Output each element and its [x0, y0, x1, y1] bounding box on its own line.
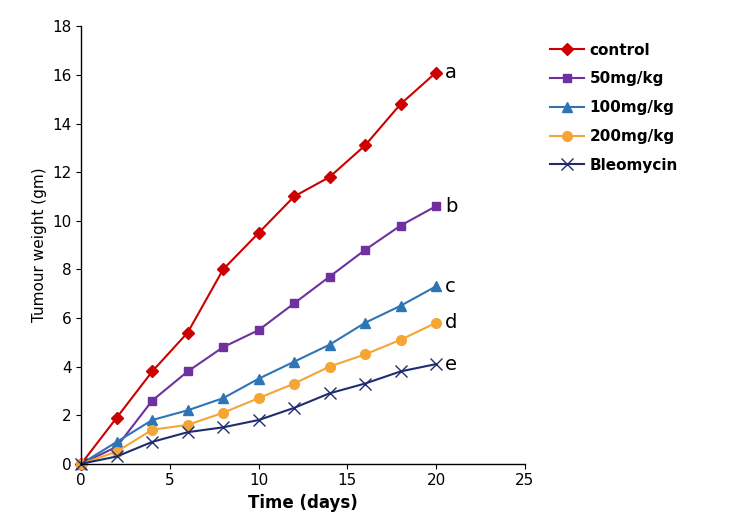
100mg/kg	[77, 461, 86, 467]
100mg/kg	[325, 341, 334, 348]
control	[77, 461, 86, 467]
control	[219, 266, 228, 272]
100mg/kg	[112, 438, 121, 445]
100mg/kg	[396, 302, 405, 309]
Legend: control, 50mg/kg, 100mg/kg, 200mg/kg, Bleomycin: control, 50mg/kg, 100mg/kg, 200mg/kg, Bl…	[550, 43, 678, 173]
Bleomycin	[77, 461, 86, 467]
100mg/kg	[219, 395, 228, 402]
200mg/kg	[361, 352, 370, 358]
100mg/kg	[254, 376, 263, 382]
Bleomycin	[148, 438, 157, 445]
200mg/kg	[254, 395, 263, 402]
50mg/kg	[396, 222, 405, 229]
200mg/kg	[325, 364, 334, 370]
50mg/kg	[148, 397, 157, 404]
control	[112, 414, 121, 421]
control	[290, 193, 299, 200]
control	[148, 368, 157, 375]
50mg/kg	[325, 274, 334, 280]
control	[325, 174, 334, 180]
Bleomycin	[396, 368, 405, 375]
Text: b: b	[445, 197, 457, 216]
50mg/kg	[112, 444, 121, 450]
Line: control: control	[77, 69, 440, 468]
200mg/kg	[432, 320, 440, 326]
control	[361, 142, 370, 149]
Line: 50mg/kg: 50mg/kg	[77, 202, 440, 468]
Bleomycin	[432, 361, 440, 367]
200mg/kg	[112, 448, 121, 455]
control	[396, 101, 405, 108]
Bleomycin	[254, 417, 263, 423]
100mg/kg	[361, 320, 370, 326]
100mg/kg	[183, 407, 192, 414]
X-axis label: Time (days): Time (days)	[248, 494, 358, 512]
Bleomycin	[361, 380, 370, 387]
Bleomycin	[325, 390, 334, 396]
Bleomycin	[112, 453, 121, 460]
200mg/kg	[183, 422, 192, 428]
control	[183, 329, 192, 336]
200mg/kg	[77, 461, 86, 467]
Text: a: a	[445, 63, 457, 82]
Text: d: d	[445, 314, 457, 333]
200mg/kg	[148, 426, 157, 433]
50mg/kg	[254, 327, 263, 333]
50mg/kg	[219, 344, 228, 350]
50mg/kg	[290, 300, 299, 307]
50mg/kg	[77, 461, 86, 467]
50mg/kg	[183, 368, 192, 375]
Text: e: e	[445, 355, 457, 374]
control	[432, 70, 440, 76]
200mg/kg	[219, 409, 228, 416]
Bleomycin	[183, 429, 192, 435]
Line: 100mg/kg: 100mg/kg	[76, 281, 441, 469]
control	[254, 230, 263, 236]
Line: Bleomycin: Bleomycin	[75, 358, 442, 470]
Y-axis label: Tumour weight (gm): Tumour weight (gm)	[32, 168, 47, 323]
Bleomycin	[219, 424, 228, 431]
Line: 200mg/kg: 200mg/kg	[76, 318, 441, 469]
Bleomycin	[290, 405, 299, 411]
100mg/kg	[290, 358, 299, 365]
50mg/kg	[361, 247, 370, 253]
200mg/kg	[396, 337, 405, 343]
Text: c: c	[445, 277, 456, 296]
200mg/kg	[290, 380, 299, 387]
100mg/kg	[148, 417, 157, 423]
50mg/kg	[432, 203, 440, 209]
100mg/kg	[432, 283, 440, 289]
